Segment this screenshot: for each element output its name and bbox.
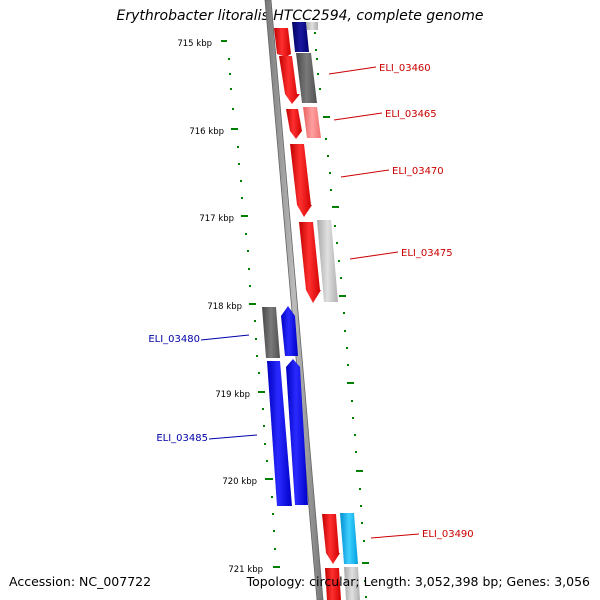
gene-block-cyan[interactable] <box>340 513 358 564</box>
gene-label-eli-03470[interactable]: ELI_03470 <box>392 166 444 177</box>
scale-label: 719 kbp <box>215 390 250 400</box>
gene-block-light[interactable] <box>344 567 360 600</box>
scale-dots-right <box>314 32 369 598</box>
gene-block-dark[interactable] <box>296 53 317 103</box>
accession-text: Accession: NC_007722 <box>9 574 152 589</box>
gene-label-eli-03460[interactable]: ELI_03460 <box>379 63 431 74</box>
gene-arrow-red[interactable] <box>286 109 302 139</box>
gene-block-red[interactable] <box>325 568 341 600</box>
gene-features <box>262 22 360 600</box>
genome-stats-text: Topology: circular; Length: 3,052,398 bp… <box>246 574 590 589</box>
scale-labels: 715 kbp 716 kbp 717 kbp 718 kbp 719 kbp … <box>177 39 263 575</box>
gene-label-eli-03485[interactable]: ELI_03485 <box>156 433 208 444</box>
gene-arrow-red[interactable] <box>274 28 291 57</box>
gene-block-navy[interactable] <box>292 22 309 52</box>
genome-title: Erythrobacter litoralis HTCC2594, comple… <box>116 8 484 24</box>
gene-arrow-red[interactable] <box>290 144 312 217</box>
gene-arrow-red[interactable] <box>322 514 340 564</box>
scale-label: 717 kbp <box>199 214 234 224</box>
gene-arrow-red[interactable] <box>299 222 321 303</box>
gene-label-eli-03475[interactable]: ELI_03475 <box>401 248 453 259</box>
gene-block-pink[interactable] <box>303 107 321 138</box>
gene-arrow-blue[interactable] <box>281 306 298 356</box>
gene-block-light[interactable] <box>317 220 338 302</box>
scale-label: 720 kbp <box>222 477 257 487</box>
label-leaders <box>200 66 420 539</box>
gene-label-eli-03480[interactable]: ELI_03480 <box>148 334 200 345</box>
gene-label-eli-03490[interactable]: ELI_03490 <box>422 529 474 540</box>
gene-labels: ELI_03460 ELI_03465 ELI_03470 ELI_03475 … <box>148 63 473 540</box>
gene-block-dark[interactable] <box>262 307 280 358</box>
scale-dots-left <box>221 40 280 568</box>
gene-arrow-red[interactable] <box>279 56 300 104</box>
scale-label: 718 kbp <box>207 302 242 312</box>
scale-label: 715 kbp <box>177 39 212 49</box>
scale-label: 716 kbp <box>189 127 224 137</box>
gene-label-eli-03465[interactable]: ELI_03465 <box>385 109 437 120</box>
gene-block-light[interactable] <box>306 22 318 30</box>
scale-label: 721 kbp <box>228 565 263 575</box>
gene-arrow-blue[interactable] <box>286 359 308 505</box>
gene-block-blue[interactable] <box>267 361 292 506</box>
